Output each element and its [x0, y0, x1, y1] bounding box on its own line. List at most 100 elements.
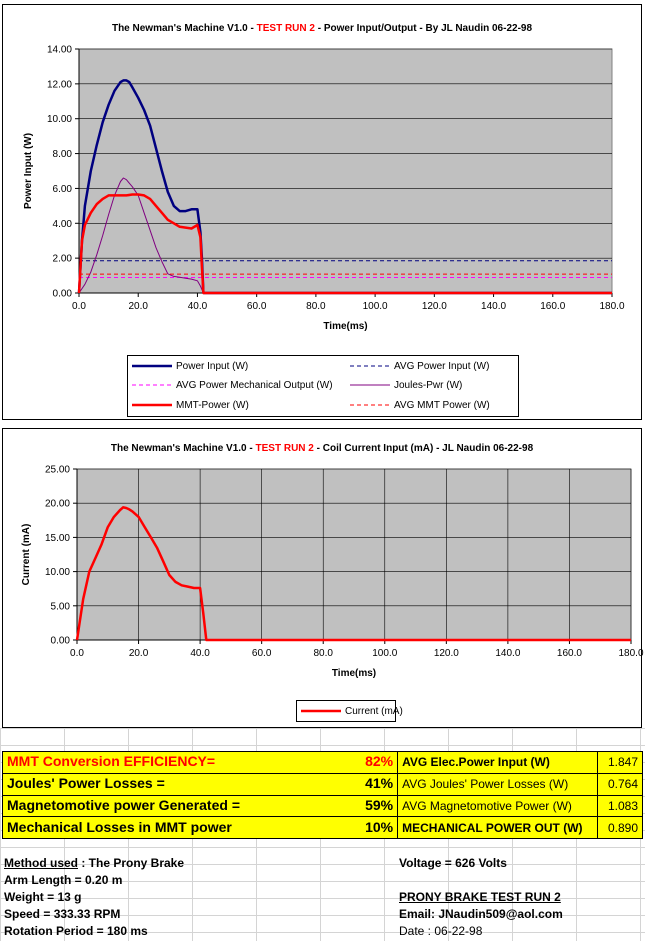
series-line-4	[77, 193, 612, 295]
speed: Speed = 333.33 RPM	[4, 907, 121, 921]
y-tick-label: 12.00	[47, 79, 72, 90]
weight: Weight = 13 g	[4, 890, 82, 904]
legend-item: MMT-Power (W)	[132, 398, 249, 412]
efficiency-row: Magnetomotive power Generated = 59% AVG Ma…	[1, 794, 643, 818]
x-tick-label: 180.0	[599, 301, 624, 312]
efficiency-label-cell: Joules' Power Losses = 41%	[1, 772, 399, 796]
x-tick-label: 180.0	[618, 648, 643, 659]
efficiency-label: Magnetomotive power Generated =	[7, 796, 240, 813]
legend-label: Power Input (W)	[176, 360, 249, 372]
voltage: Voltage = 626 Volts	[399, 856, 507, 870]
metric-value: 1.083	[597, 794, 643, 818]
legend-label: AVG MMT Power (W)	[394, 399, 490, 411]
y-tick-label: 8.00	[53, 149, 73, 160]
x-tick-label: 60.0	[247, 301, 267, 312]
metric-name: AVG Joules' Power Losses (W)	[397, 772, 599, 796]
legend-swatch	[132, 403, 172, 407]
x-tick-label: 0.0	[70, 648, 84, 659]
legend-swatch	[350, 404, 390, 406]
legend-item: Power Input (W)	[132, 359, 248, 373]
test-run-title: PRONY BRAKE TEST RUN 2	[399, 890, 561, 904]
x-tick-label: 160.0	[557, 648, 582, 659]
legend-swatch	[132, 384, 172, 386]
legend-swatch	[350, 365, 390, 367]
x-tick-label: 100.0	[372, 648, 397, 659]
x-axis-label: Time(ms)	[323, 321, 367, 332]
efficiency-label-cell: Magnetomotive power Generated = 59%	[1, 794, 399, 818]
y-tick-label: 15.00	[45, 533, 70, 544]
legend-label: AVG Power Input (W)	[394, 360, 490, 372]
efficiency-label-cell: Mechanical Losses in MMT power 10%	[1, 816, 399, 839]
series-line-0	[77, 79, 612, 295]
x-axis-label: Time(ms)	[332, 668, 376, 679]
x-tick-label: 120.0	[434, 648, 459, 659]
efficiency-percent: 41%	[365, 775, 394, 792]
metric-name: AVG Elec.Power Input (W)	[397, 751, 599, 774]
y-tick-label: 6.00	[53, 184, 73, 195]
x-tick-label: 40.0	[190, 648, 210, 659]
legend-swatch	[350, 384, 390, 386]
current-chart-title: The Newman's Machine V1.0 - TEST RUN 2 -…	[110, 443, 534, 454]
efficiency-label: Mechanical Losses in MMT power	[7, 818, 232, 835]
legend-item: AVG Power Mechanical Output (W)	[132, 378, 333, 392]
y-tick-label: 10.00	[47, 114, 72, 125]
email: Email: JNaudin509@aol.com	[399, 907, 563, 921]
metric-value: 1.847	[597, 751, 643, 774]
metric-value: 0.764	[597, 772, 643, 796]
y-tick-label: 0.00	[53, 289, 73, 300]
metric-name: MECHANICAL POWER OUT (W)	[397, 816, 599, 839]
x-tick-label: 140.0	[481, 301, 506, 312]
x-tick-label: 60.0	[252, 648, 272, 659]
legend-swatch	[301, 709, 341, 713]
plot-area	[78, 48, 613, 294]
y-tick-label: 0.00	[51, 636, 71, 647]
x-tick-label: 160.0	[540, 301, 565, 312]
legend-swatch	[132, 364, 172, 368]
method-used: Method used : The Prony Brake	[4, 856, 185, 870]
series-line-3	[78, 177, 612, 294]
current-chart-legend: Current (mA)	[296, 700, 403, 722]
efficiency-row: Joules' Power Losses = 41% AVG Joules' Pow…	[1, 772, 643, 796]
y-axis-label: Current (mA)	[21, 524, 32, 586]
power-chart-legend: Power Input (W) AVG Power Input (W) AVG Po…	[127, 355, 519, 417]
date: Date : 06-22-98	[399, 924, 483, 938]
efficiency-percent: 59%	[365, 796, 394, 813]
x-tick-label: 140.0	[495, 648, 520, 659]
arm-length: Arm Length = 0.20 m	[4, 873, 123, 887]
y-tick-label: 5.00	[51, 601, 71, 612]
legend-label: Current (mA)	[345, 705, 403, 717]
y-tick-label: 25.00	[45, 465, 70, 476]
plot-area	[76, 468, 632, 641]
x-tick-label: 20.0	[129, 648, 149, 659]
efficiency-label: MMT Conversion EFFICIENCY=	[7, 753, 216, 770]
metric-value: 0.890	[597, 816, 643, 839]
efficiency-row: MMT Conversion EFFICIENCY= 82% AVG Elec.Po…	[1, 751, 643, 774]
legend-label: Joules-Pwr (W)	[394, 379, 463, 391]
power-chart-title: The Newman's Machine V1.0 - TEST RUN 2 -…	[111, 23, 533, 34]
efficiency-percent: 82%	[365, 753, 394, 770]
efficiency-percent: 10%	[365, 818, 394, 835]
legend-label: MMT-Power (W)	[176, 399, 249, 411]
x-tick-label: 120.0	[422, 301, 447, 312]
x-tick-label: 80.0	[306, 301, 326, 312]
legend-item: AVG Power Input (W)	[350, 359, 489, 373]
power-chart-plot: 0.00 2.00 4.00 6.00 8.00 10.00 12.00 14.00 0.0 20…	[23, 45, 625, 333]
metric-name: AVG Magnetomotive Power (W)	[397, 794, 599, 818]
y-tick-label: 2.00	[53, 254, 73, 265]
y-tick-label: 20.00	[45, 499, 70, 510]
x-tick-label: 40.0	[188, 301, 208, 312]
y-tick-label: 14.00	[47, 45, 72, 56]
current-chart-plot: 0.00 5.00 10.00 15.00 20.00 25.00 0.0 20.0 40.0 6…	[21, 465, 644, 680]
series-line-0	[75, 506, 631, 642]
legend-item: Current (mA)	[301, 704, 403, 718]
y-axis-label: Power Input (W)	[23, 133, 34, 209]
rotation-period: Rotation Period = 180 ms	[4, 924, 148, 938]
efficiency-label: Joules' Power Losses =	[7, 775, 165, 792]
legend-item: Joules-Pwr (W)	[350, 378, 462, 392]
x-tick-label: 100.0	[363, 301, 388, 312]
y-tick-label: 10.00	[45, 567, 70, 578]
power-chart: The Newman's Machine V1.0 - TEST RUN 2 -…	[2, 4, 642, 420]
x-tick-label: 20.0	[128, 301, 148, 312]
legend-item: AVG MMT Power (W)	[350, 398, 490, 412]
x-tick-label: 80.0	[313, 648, 333, 659]
